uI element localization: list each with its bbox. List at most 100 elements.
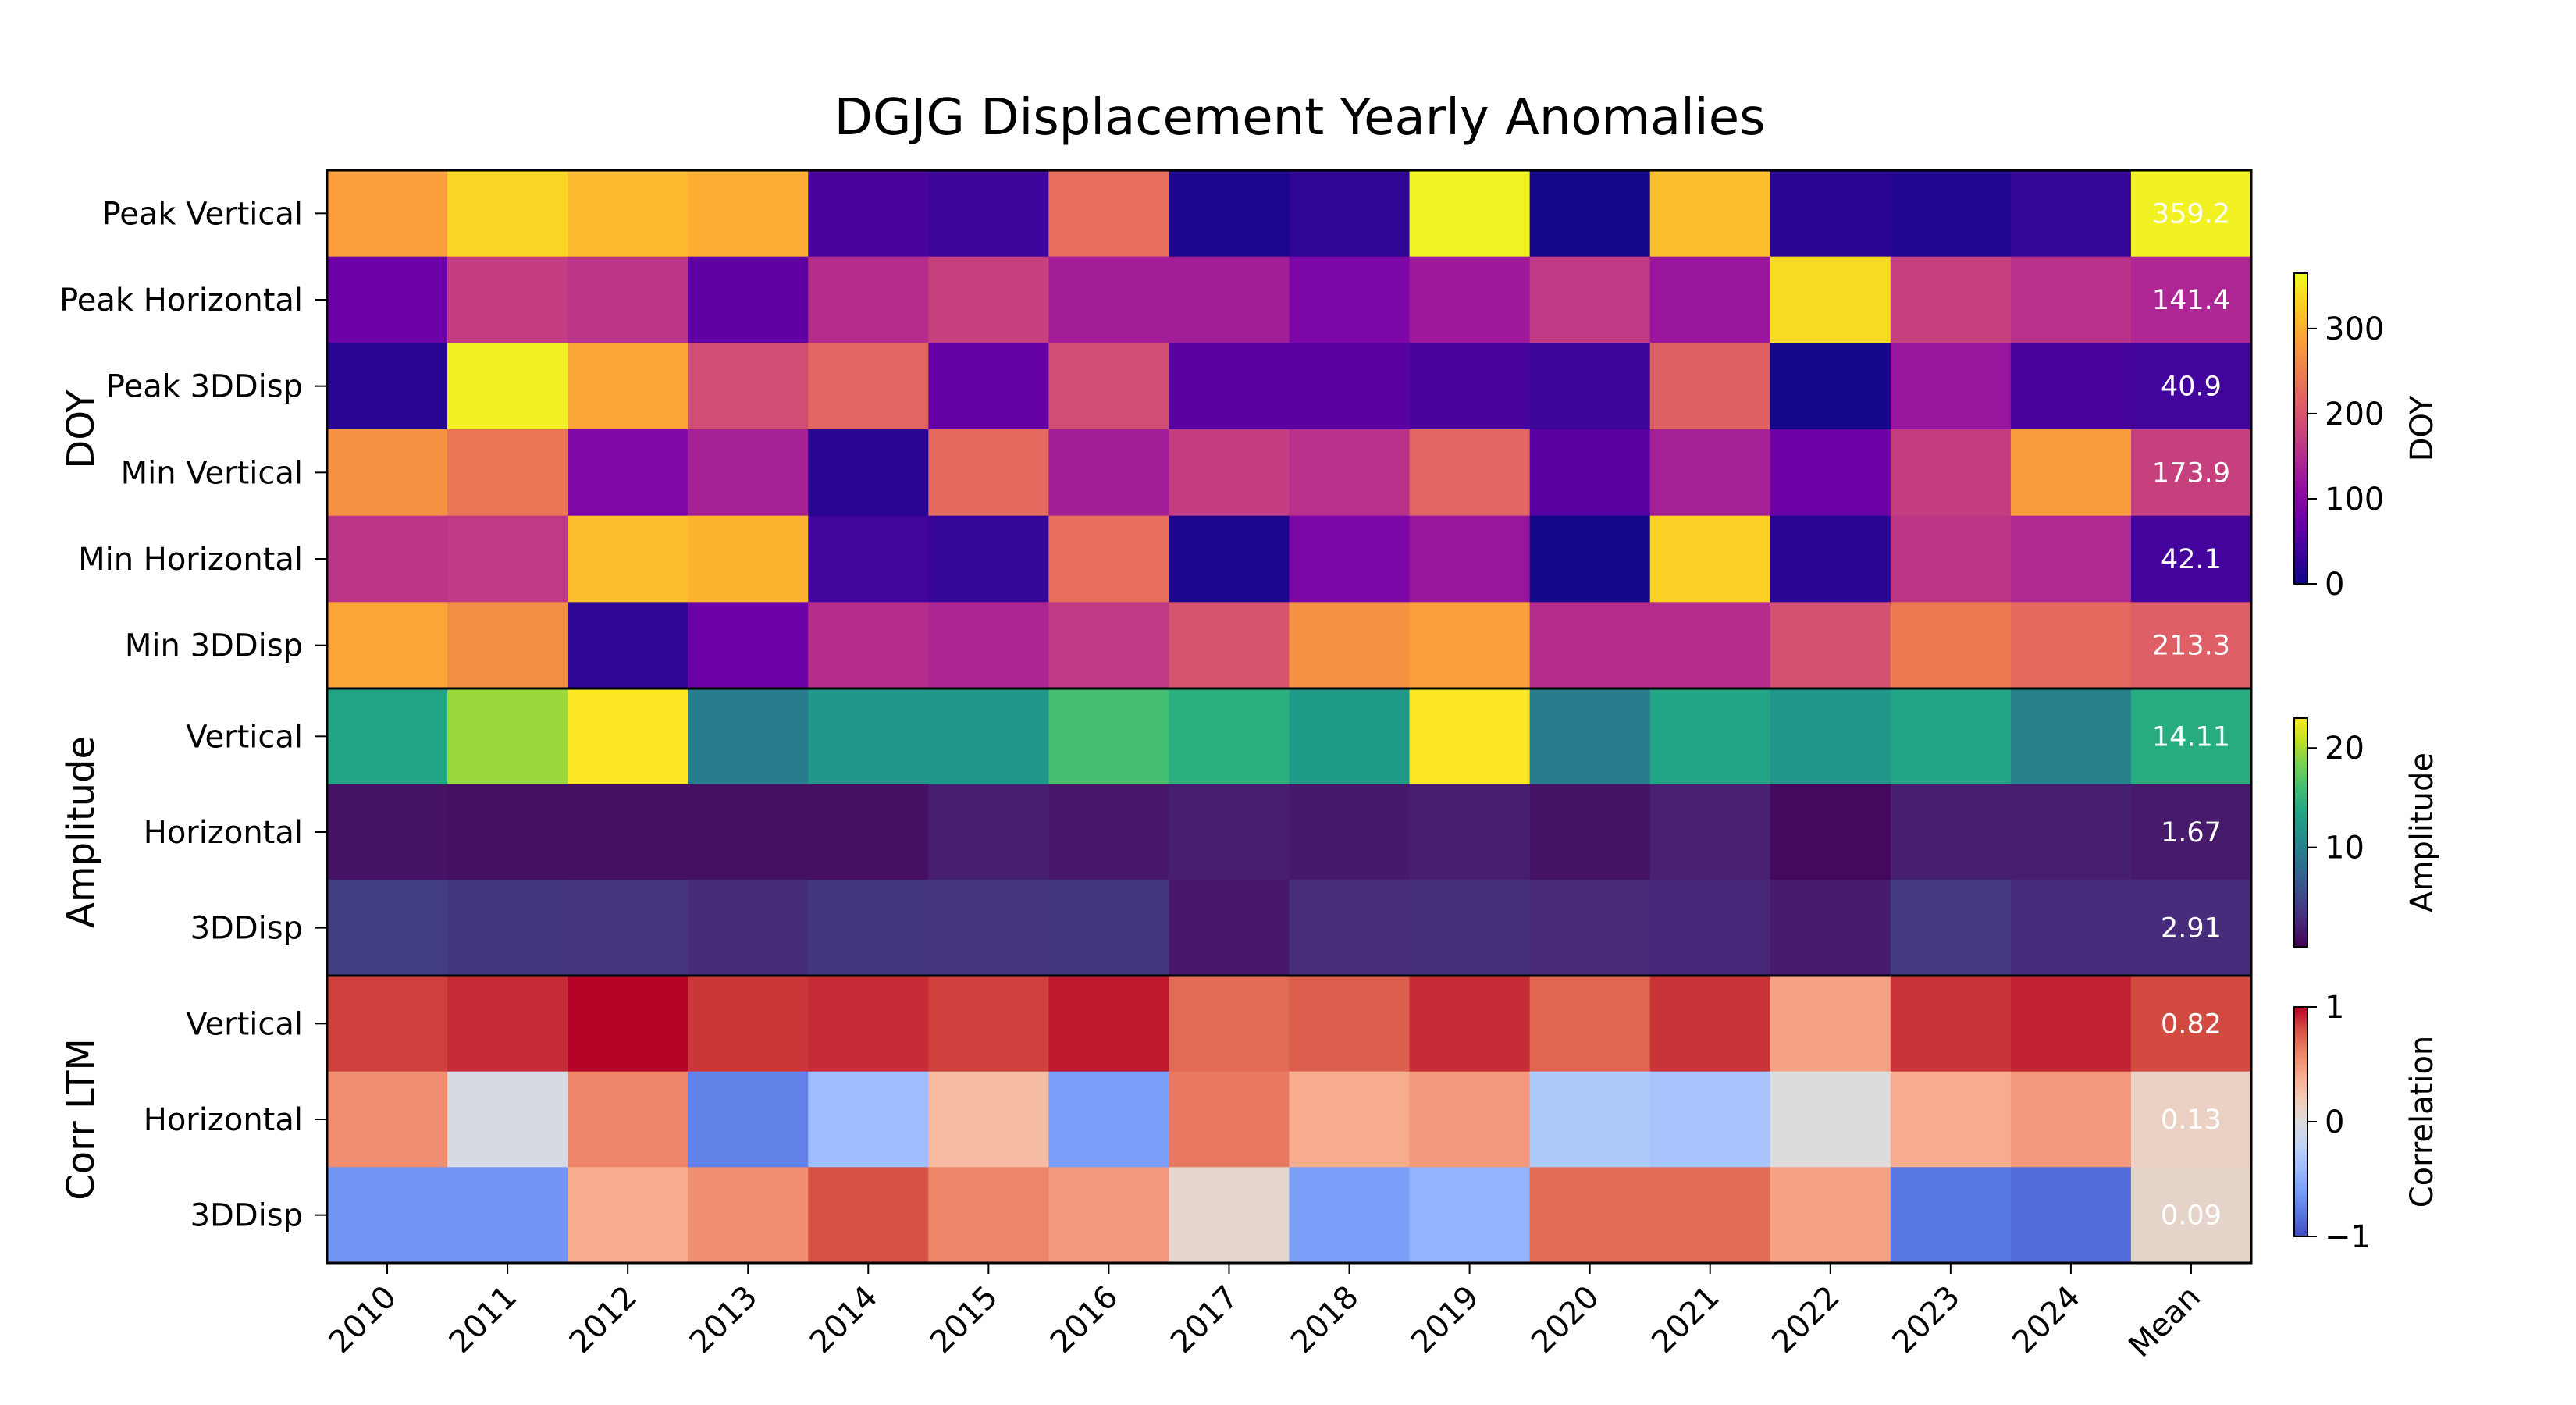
heatmap-cell [568, 256, 688, 343]
heatmap-cell [2130, 880, 2252, 976]
heatmap-cell [1529, 976, 1651, 1072]
heatmap-cell [1048, 170, 1170, 258]
heatmap-cell [1289, 343, 1411, 430]
heatmap-cell [808, 429, 929, 517]
heatmap-cell [1649, 976, 1771, 1072]
heatmap-cell [447, 256, 568, 343]
row-label: 3DDisp [190, 1198, 303, 1234]
heatmap-cell [447, 688, 568, 785]
heatmap-cell [1890, 170, 2012, 258]
heatmap-cell [688, 170, 809, 258]
colorbar-label: Correlation [2404, 1036, 2440, 1208]
heatmap-cell [327, 880, 448, 976]
heatmap-cell [1169, 602, 1290, 689]
row-label: Min Vertical [121, 455, 303, 491]
heatmap-cell [2010, 1071, 2132, 1168]
heatmap-cell [1289, 1167, 1411, 1264]
heatmap-cell [1649, 602, 1771, 689]
heatmap-cell [688, 515, 809, 603]
panel-frames [326, 169, 2253, 1264]
colorbars: 0 100 200 300 DOY 10 20 Amplitude −1 0 1 Correlatio… [2293, 272, 2440, 1255]
heatmap-cell [568, 343, 688, 430]
heatmap-cell [688, 688, 809, 785]
row-labels: Peak Vertical Peak Horizontal Peak 3DDisp M… [59, 196, 327, 1234]
column-label: 2012 [563, 1279, 645, 1361]
heatmap-cell [2130, 1167, 2252, 1264]
heatmap-cell [327, 343, 448, 430]
heatmap-cell [1048, 343, 1170, 430]
heatmap-cell [1169, 1071, 1290, 1168]
heatmap-cell [568, 688, 688, 785]
mean-value-label: 213.3 [2152, 631, 2230, 662]
heatmap-cell [928, 688, 1049, 785]
heatmap-cell [447, 170, 568, 258]
column-label: 2019 [1404, 1279, 1486, 1361]
heatmap-cell [1169, 429, 1290, 517]
panel-frame [326, 974, 2253, 1264]
heatmap-cell [1529, 1071, 1651, 1168]
mean-value-label: 359.2 [2152, 198, 2230, 229]
heatmap-cell [327, 688, 448, 785]
row-label: Min 3DDisp [125, 628, 303, 664]
row-label: Min Horizontal [78, 542, 303, 578]
colorbar-tick-label: 10 [2325, 831, 2364, 866]
heatmap-cell [1409, 784, 1531, 880]
heatmap-cell [2130, 688, 2252, 785]
heatmap-cell [1409, 1071, 1531, 1168]
heatmap-cell [688, 1167, 809, 1264]
heatmap-cell [1770, 688, 1891, 785]
heatmap-cell [1649, 688, 1771, 785]
heatmap-cell [1890, 343, 2012, 430]
heatmap-cell [2130, 429, 2252, 517]
heatmap-cell [808, 602, 929, 689]
heatmap-cell [808, 1071, 929, 1168]
heatmap-cell [1529, 429, 1651, 517]
heatmap-cell [327, 256, 448, 343]
heatmap-cell [808, 515, 929, 603]
heatmap-cell [1409, 515, 1531, 603]
column-label: 2015 [923, 1279, 1005, 1361]
heatmap-cell [1890, 1167, 2012, 1264]
colorbar-tick-label: 0 [2325, 1104, 2344, 1140]
heatmap-cell [447, 1167, 568, 1264]
heatmap-cell [1649, 784, 1771, 880]
heatmap-cell [447, 784, 568, 880]
heatmap-cell [1048, 602, 1170, 689]
heatmap-cell [1048, 1167, 1170, 1264]
row-label: 3DDisp [190, 911, 303, 947]
heatmap-cell [808, 343, 929, 430]
column-label: 2020 [1525, 1279, 1606, 1361]
heatmap-cell [1890, 688, 2012, 785]
colorbar [2293, 1006, 2308, 1237]
heatmap-cell [928, 1071, 1049, 1168]
group-label: DOY [59, 389, 103, 469]
heatmap-cell [1529, 1167, 1651, 1264]
colorbar-tick-label: 0 [2325, 567, 2344, 603]
row-label: Peak 3DDisp [106, 369, 303, 405]
group-label: Corr LTM [59, 1038, 103, 1200]
column-labels: 2010 2011 2012 2013 2014 2015 2016 2017 2018 2019… [322, 1263, 2208, 1364]
heatmap-cell [2130, 1071, 2252, 1168]
colorbar [2293, 272, 2308, 585]
column-label: 2018 [1284, 1279, 1366, 1361]
heatmap-cell [688, 1071, 809, 1168]
mean-value-label: 173.9 [2152, 457, 2230, 489]
column-label: 2014 [803, 1279, 885, 1361]
heatmap-cell [1289, 515, 1411, 603]
heatmap-cell [2010, 256, 2132, 343]
heatmap-cell [2130, 256, 2252, 343]
heatmap-cell [2010, 515, 2132, 603]
heatmap-cell [327, 976, 448, 1072]
heatmap-cell [1529, 343, 1651, 430]
heatmap-cell [1770, 1167, 1891, 1264]
row-label: Horizontal [144, 815, 303, 851]
heatmap-cell [1289, 256, 1411, 343]
column-label: 2010 [322, 1279, 404, 1361]
heatmap-cell [1529, 515, 1651, 603]
column-label: 2017 [1164, 1279, 1246, 1361]
mean-value-label: 141.4 [2152, 285, 2230, 316]
heatmap-cell [1890, 976, 2012, 1072]
heatmap-cell [928, 1167, 1049, 1264]
heatmap-cell [1770, 256, 1891, 343]
